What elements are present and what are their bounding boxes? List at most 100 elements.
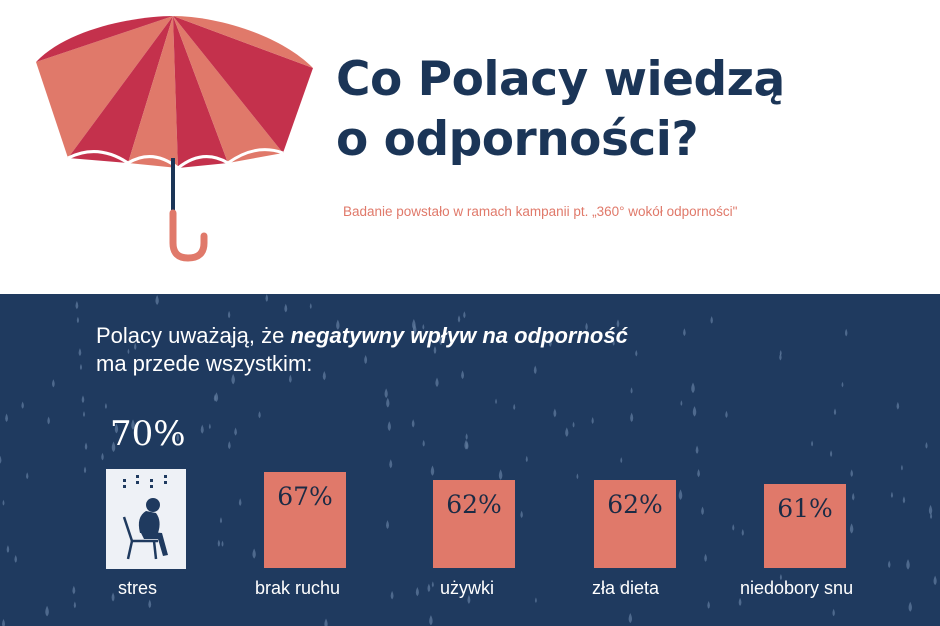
- raindrop: [322, 370, 326, 381]
- stat-box-brak-ruchu: 67%: [264, 472, 346, 568]
- raindrop: [495, 398, 497, 405]
- raindrop: [83, 411, 85, 417]
- raindrop: [265, 294, 269, 302]
- raindrop: [630, 412, 634, 423]
- raindrop: [779, 353, 782, 361]
- raindrop: [415, 586, 419, 597]
- raindrop: [461, 370, 465, 380]
- raindrop: [221, 540, 224, 547]
- raindrop: [73, 601, 76, 609]
- raindrop: [81, 395, 85, 404]
- raindrop: [83, 466, 87, 474]
- raindrop: [252, 548, 256, 559]
- raindrop: [433, 345, 437, 354]
- raindrop: [234, 427, 237, 436]
- raindrop: [208, 423, 211, 430]
- raindrop: [738, 597, 742, 607]
- raindrop: [692, 406, 697, 417]
- raindrop: [465, 441, 469, 450]
- stats-section: Polacy uważają, że negatywny wpływ na od…: [0, 294, 940, 626]
- stat-label-niedobory-snu: niedobory snu: [740, 578, 854, 598]
- stat-box-uzywki: 62%: [433, 480, 515, 568]
- raindrop: [841, 381, 844, 388]
- raindrop: [620, 457, 623, 464]
- raindrop: [572, 421, 575, 428]
- raindrop: [422, 323, 425, 330]
- raindrop: [422, 439, 425, 447]
- raindrop: [72, 585, 76, 595]
- raindrop: [45, 605, 49, 617]
- stat-label-brak-ruchu: brak ruchu: [255, 578, 341, 598]
- raindrop: [704, 553, 707, 562]
- raindrop: [833, 408, 837, 416]
- raindrop: [463, 311, 466, 319]
- raindrop: [6, 545, 10, 553]
- raindrop: [0, 455, 2, 464]
- raindrop: [200, 424, 204, 434]
- stres-illustration: [106, 469, 186, 569]
- stat-value-uzywki: 62%: [446, 490, 502, 519]
- umbrella-icon: [36, 16, 313, 262]
- intro-emphasis: negatywny wpływ na odporność: [290, 323, 628, 348]
- raindrop: [101, 452, 104, 461]
- raindrop: [219, 517, 223, 524]
- raindrop: [52, 379, 55, 388]
- raindrop: [131, 419, 135, 430]
- raindrop: [832, 608, 835, 617]
- raindrop: [707, 600, 710, 609]
- raindrop: [309, 303, 312, 309]
- intro-prefix: Polacy uważają, że: [96, 323, 291, 348]
- raindrop: [430, 465, 435, 476]
- raindrop: [435, 377, 439, 388]
- raindrop: [386, 397, 390, 408]
- raindrop: [697, 469, 700, 478]
- raindrop: [811, 440, 814, 447]
- raindrop: [21, 401, 24, 409]
- raindrop: [710, 316, 713, 324]
- raindrop: [851, 492, 855, 501]
- raindrop: [134, 342, 137, 351]
- raindrop: [906, 559, 910, 570]
- raindrop: [465, 433, 468, 440]
- raindrop: [155, 294, 159, 305]
- raindrop: [533, 365, 537, 375]
- subtitle: Badanie powstało w ramach kampanii pt. „…: [343, 204, 738, 219]
- raindrop: [389, 459, 393, 469]
- raindrop: [525, 455, 528, 463]
- raindrop: [2, 499, 5, 506]
- raindrop: [741, 528, 744, 536]
- raindrop: [227, 310, 231, 319]
- raindrop: [429, 615, 433, 626]
- raindrop-pattern: [0, 294, 937, 626]
- raindrop: [695, 445, 699, 454]
- raindrop: [412, 319, 416, 330]
- raindrop: [411, 419, 415, 428]
- raindrop: [76, 316, 79, 324]
- raindrop: [2, 618, 5, 626]
- raindrop: [725, 410, 728, 419]
- stat-value-brak-ruchu: 67%: [277, 482, 333, 511]
- raindrop: [284, 303, 288, 313]
- raindrop: [75, 300, 79, 310]
- raindrop: [849, 523, 854, 534]
- raindrop: [467, 594, 471, 604]
- raindrop: [680, 400, 683, 406]
- raindrop: [612, 339, 615, 346]
- raindrop: [779, 573, 782, 581]
- raindrop: [701, 506, 704, 515]
- raindrop: [386, 520, 390, 529]
- title-line-2: o odporności?: [336, 112, 699, 167]
- raindrop: [427, 583, 431, 593]
- raindrop: [439, 335, 443, 346]
- stat-value-zla-dieta: 62%: [607, 490, 663, 519]
- raindrop: [176, 433, 180, 442]
- raindrop: [213, 394, 217, 402]
- raindrop: [585, 322, 588, 331]
- raindrop: [227, 441, 231, 450]
- raindrop: [127, 348, 130, 355]
- raindrop: [553, 408, 557, 418]
- raindrop: [229, 334, 232, 342]
- raindrop: [732, 524, 735, 531]
- stat-box-zla-dieta: 62%: [594, 480, 676, 568]
- raindrop: [900, 464, 903, 471]
